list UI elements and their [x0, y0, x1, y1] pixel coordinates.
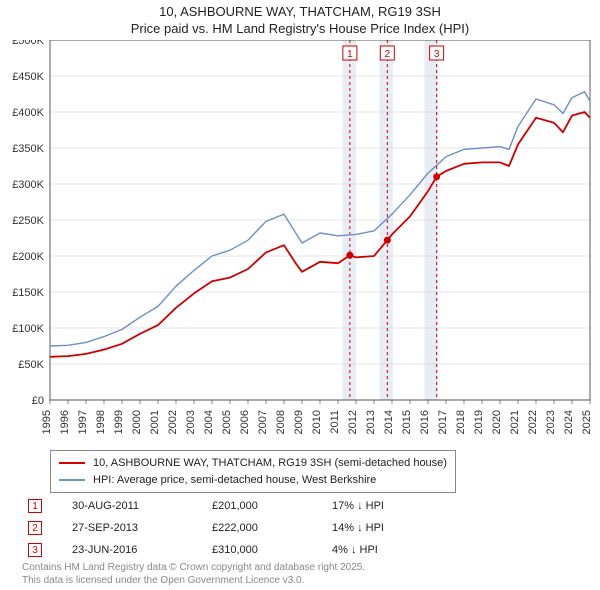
sale-diff: 14% ↓ HPI [332, 522, 432, 534]
sale-diff: 4% ↓ HPI [332, 544, 432, 556]
svg-text:2008: 2008 [275, 410, 287, 434]
sale-marker: 3 [28, 543, 42, 557]
svg-text:2022: 2022 [527, 410, 539, 434]
legend-item-price-paid: 10, ASHBOURNE WAY, THATCHAM, RG19 3SH (s… [59, 455, 447, 472]
sale-row: 3 23-JUN-2016 £310,000 4% ↓ HPI [28, 539, 432, 561]
svg-text:2015: 2015 [401, 410, 413, 434]
sales-table: 1 30-AUG-2011 £201,000 17% ↓ HPI 2 27-SE… [28, 495, 432, 561]
svg-text:2025: 2025 [581, 410, 593, 434]
svg-text:2020: 2020 [491, 410, 503, 434]
sale-price: £310,000 [212, 544, 332, 556]
svg-text:2023: 2023 [545, 410, 557, 434]
svg-text:1996: 1996 [59, 410, 71, 434]
svg-text:2000: 2000 [131, 410, 143, 434]
svg-text:1998: 1998 [95, 410, 107, 434]
svg-text:2017: 2017 [437, 410, 449, 434]
svg-text:£450K: £450K [12, 71, 44, 83]
sale-date: 27-SEP-2013 [72, 522, 212, 534]
svg-text:2001: 2001 [149, 410, 161, 434]
svg-text:2005: 2005 [221, 410, 233, 434]
legend-swatch [59, 462, 85, 464]
svg-text:2012: 2012 [347, 410, 359, 434]
svg-text:£350K: £350K [12, 143, 44, 155]
attribution: Contains HM Land Registry data © Crown c… [22, 562, 365, 587]
svg-text:2013: 2013 [365, 410, 377, 434]
svg-text:2002: 2002 [167, 410, 179, 434]
svg-text:2024: 2024 [563, 410, 575, 434]
svg-text:2003: 2003 [185, 410, 197, 434]
title-line-2: Price paid vs. HM Land Registry's House … [0, 21, 600, 38]
sale-marker: 2 [28, 521, 42, 535]
svg-text:2007: 2007 [257, 410, 269, 434]
legend-label: HPI: Average price, semi-detached house,… [93, 472, 376, 489]
sale-price: £201,000 [212, 500, 332, 512]
sale-date: 30-AUG-2011 [72, 500, 212, 512]
svg-text:2014: 2014 [383, 410, 395, 434]
sale-row: 2 27-SEP-2013 £222,000 14% ↓ HPI [28, 517, 432, 539]
sale-date: 23-JUN-2016 [72, 544, 212, 556]
sale-diff: 17% ↓ HPI [332, 500, 432, 512]
svg-text:3: 3 [434, 49, 440, 60]
svg-text:£400K: £400K [12, 107, 44, 119]
svg-text:£500K: £500K [12, 40, 44, 47]
svg-text:2021: 2021 [509, 410, 521, 434]
svg-text:£300K: £300K [12, 179, 44, 191]
attribution-line-1: Contains HM Land Registry data © Crown c… [22, 562, 365, 575]
svg-text:£150K: £150K [12, 287, 44, 299]
svg-text:1: 1 [347, 49, 353, 60]
svg-text:£100K: £100K [12, 323, 44, 335]
title-line-1: 10, ASHBOURNE WAY, THATCHAM, RG19 3SH [0, 4, 600, 21]
price-chart: £0 £50K £100K £150K £200K £250K £300K £350K £400… [0, 40, 600, 450]
legend-label: 10, ASHBOURNE WAY, THATCHAM, RG19 3SH (s… [93, 455, 447, 472]
sale-row: 1 30-AUG-2011 £201,000 17% ↓ HPI [28, 495, 432, 517]
chart-container: 10, ASHBOURNE WAY, THATCHAM, RG19 3SH Pr… [0, 0, 600, 590]
svg-text:2011: 2011 [329, 410, 341, 434]
svg-text:1995: 1995 [41, 410, 53, 434]
sale-price: £222,000 [212, 522, 332, 534]
svg-text:2009: 2009 [293, 410, 305, 434]
svg-text:£0: £0 [32, 395, 44, 407]
sale-marker: 1 [28, 499, 42, 513]
svg-text:£50K: £50K [18, 359, 44, 371]
legend-swatch [59, 479, 85, 481]
svg-text:2016: 2016 [419, 410, 431, 434]
svg-text:2: 2 [385, 49, 391, 60]
svg-text:2019: 2019 [473, 410, 485, 434]
attribution-line-2: This data is licensed under the Open Gov… [22, 575, 365, 588]
svg-text:1997: 1997 [77, 410, 89, 434]
legend: 10, ASHBOURNE WAY, THATCHAM, RG19 3SH (s… [50, 450, 456, 493]
svg-text:£200K: £200K [12, 251, 44, 263]
svg-text:1999: 1999 [113, 410, 125, 434]
svg-text:2010: 2010 [311, 410, 323, 434]
svg-text:2004: 2004 [203, 410, 215, 434]
chart-title: 10, ASHBOURNE WAY, THATCHAM, RG19 3SH Pr… [0, 0, 600, 38]
legend-item-hpi: HPI: Average price, semi-detached house,… [59, 472, 447, 489]
svg-text:2006: 2006 [239, 410, 251, 434]
svg-text:2018: 2018 [455, 410, 467, 434]
svg-text:£250K: £250K [12, 215, 44, 227]
